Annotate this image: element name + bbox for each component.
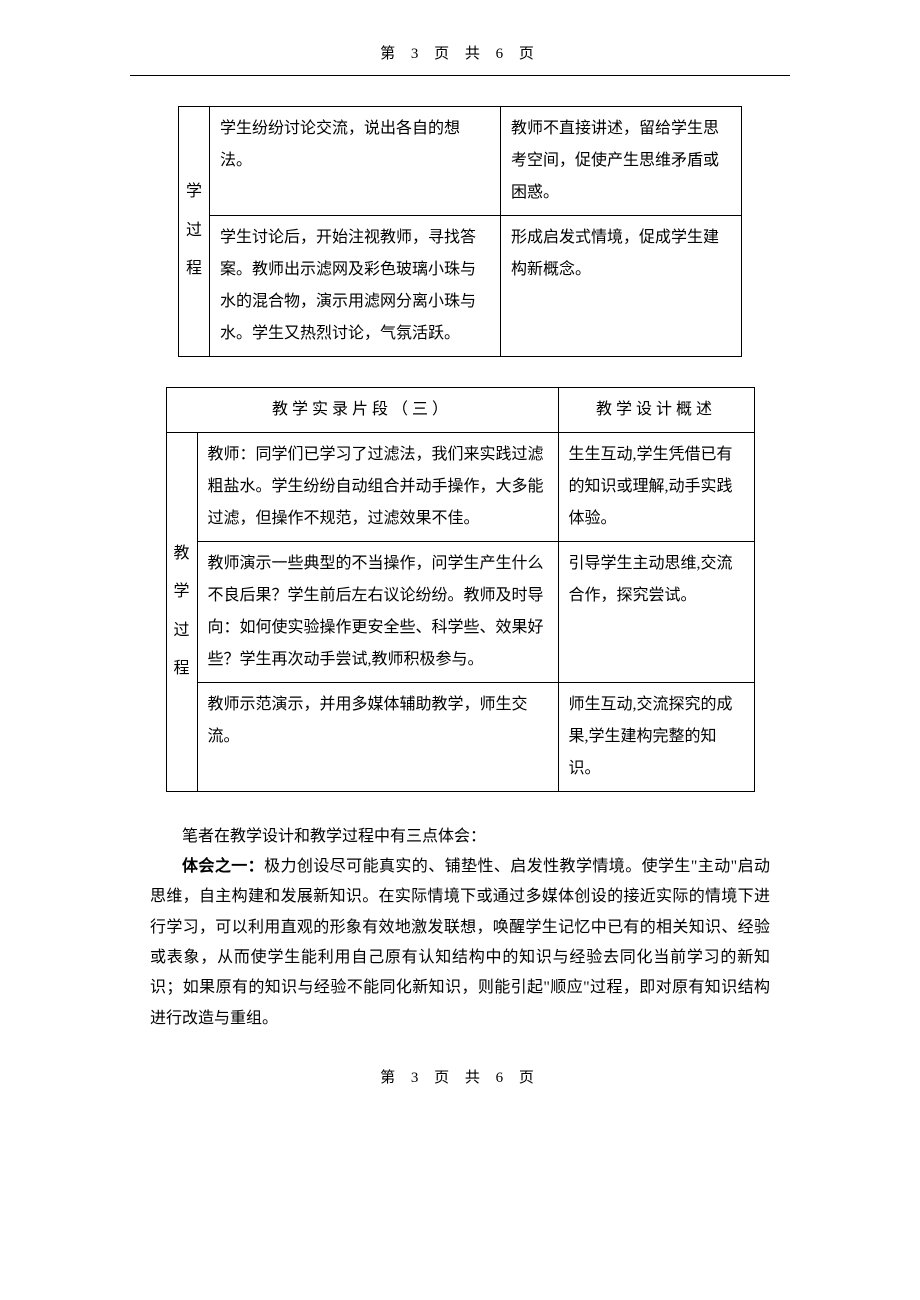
table-row: 教师示范演示，并用多媒体辅助教学，师生交流。 师生互动,交流探究的成果,学生建构… [166, 682, 754, 791]
lead-bold: 体会之一： [182, 858, 264, 875]
page-footer: 第 3 页 共 6 页 [0, 1064, 920, 1093]
table-row: 学过程 学生纷纷讨论交流，说出各自的想法。 教师不直接讲述，留给学生思考空间，促… [179, 106, 742, 215]
vertical-label-cell: 教学过程 [166, 432, 197, 791]
design-cell: 引导学生主动思维,交流合作，探究尝试。 [558, 541, 754, 682]
design-cell: 教师不直接讲述，留给学生思考空间，促使产生思维矛盾或困惑。 [501, 106, 742, 215]
record-cell: 学生纷纷讨论交流，说出各自的想法。 [210, 106, 501, 215]
intro-paragraph: 笔者在教学设计和教学过程中有三点体会： [150, 822, 770, 852]
record-cell: 教师演示一些典型的不当操作，问学生产生什么不良后果？学生前后左右议论纷纷。教师及… [197, 541, 558, 682]
body-text: 笔者在教学设计和教学过程中有三点体会： 体会之一：极力创设尽可能真实的、铺垫性、… [150, 822, 770, 1035]
page-container: 第 3 页 共 6 页 学过程 学生纷纷讨论交流，说出各自的想法。 教师不直接讲… [0, 0, 920, 1123]
page-header: 第 3 页 共 6 页 [130, 40, 790, 76]
design-cell: 生生互动,学生凭借已有的知识或理解,动手实践体验。 [558, 432, 754, 541]
table-segment-three: 教学实录片段（三） 教学设计概述 教学过程 教师：同学们已学习了过滤法，我们来实… [166, 387, 755, 792]
record-cell: 教师示范演示，并用多媒体辅助教学，师生交流。 [197, 682, 558, 791]
header-record: 教学实录片段（三） [166, 387, 558, 432]
vertical-label: 教学过程 [173, 545, 189, 677]
table-header-row: 教学实录片段（三） 教学设计概述 [166, 387, 754, 432]
table-row: 学生讨论后，开始注视教师，寻找答案。教师出示滤网及彩色玻璃小珠与水的混合物，演示… [179, 215, 742, 356]
record-cell: 教师：同学们已学习了过滤法，我们来实践过滤粗盐水。学生纷纷自动组合并动手操作，大… [197, 432, 558, 541]
vertical-label: 学过程 [186, 183, 202, 277]
header-design: 教学设计概述 [558, 387, 754, 432]
design-cell: 形成启发式情境，促成学生建构新概念。 [501, 215, 742, 356]
record-cell: 学生讨论后，开始注视教师，寻找答案。教师出示滤网及彩色玻璃小珠与水的混合物，演示… [210, 215, 501, 356]
design-cell: 师生互动,交流探究的成果,学生建构完整的知识。 [558, 682, 754, 791]
experience-paragraph: 体会之一：极力创设尽可能真实的、铺垫性、启发性教学情境。使学生"主动"启动思维，… [150, 852, 770, 1034]
table-segment-continued: 学过程 学生纷纷讨论交流，说出各自的想法。 教师不直接讲述，留给学生思考空间，促… [178, 106, 742, 357]
table-row: 教学过程 教师：同学们已学习了过滤法，我们来实践过滤粗盐水。学生纷纷自动组合并动… [166, 432, 754, 541]
vertical-label-cell: 学过程 [179, 106, 210, 356]
para-body: 极力创设尽可能真实的、铺垫性、启发性教学情境。使学生"主动"启动思维，自主构建和… [150, 858, 770, 1027]
table-row: 教师演示一些典型的不当操作，问学生产生什么不良后果？学生前后左右议论纷纷。教师及… [166, 541, 754, 682]
